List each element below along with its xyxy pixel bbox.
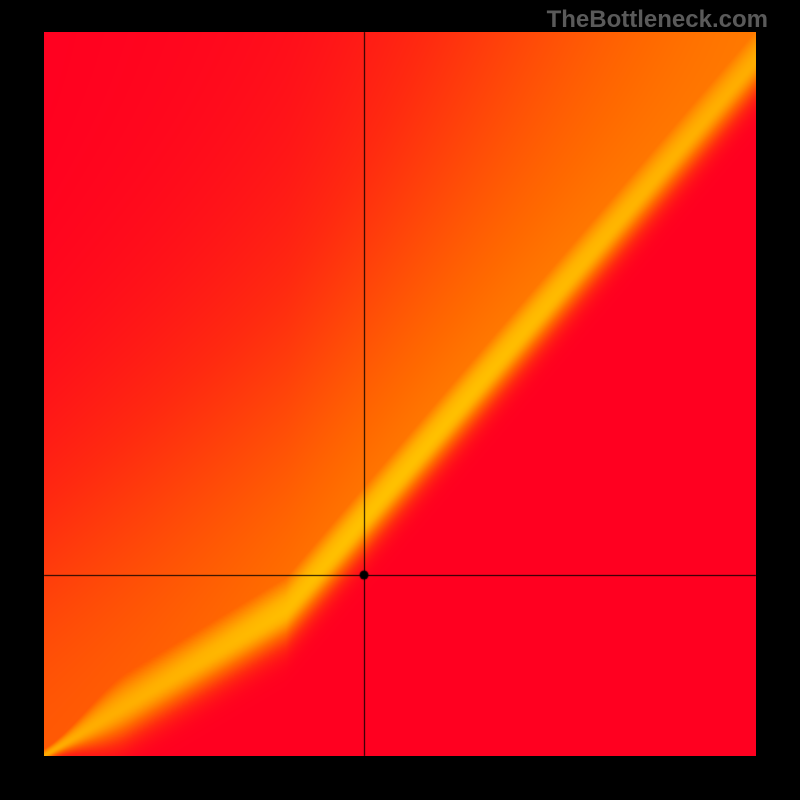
chart-container: TheBottleneck.com bbox=[0, 0, 800, 800]
watermark-text: TheBottleneck.com bbox=[547, 6, 768, 34]
bottleneck-heatmap bbox=[44, 32, 756, 756]
